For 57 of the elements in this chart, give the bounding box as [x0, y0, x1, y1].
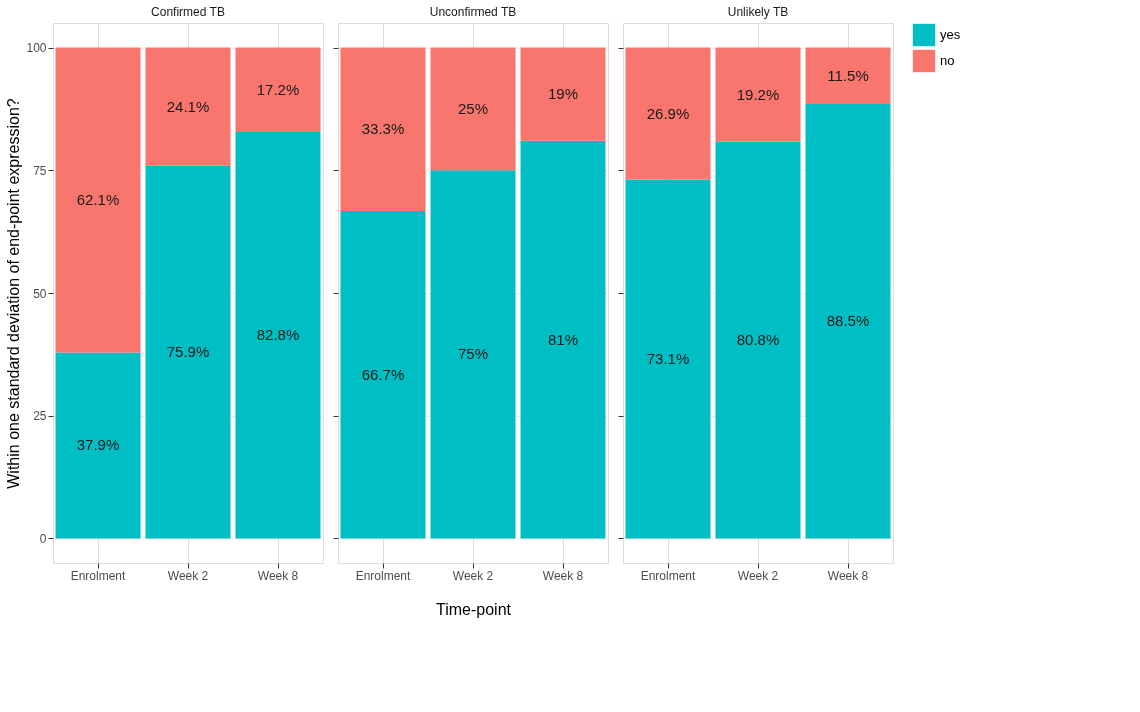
bar — [55, 352, 141, 539]
bar — [625, 179, 711, 539]
data-label: 19.2% — [736, 85, 780, 103]
data-label: 81% — [547, 330, 579, 348]
data-label: 88.5% — [826, 312, 870, 330]
x-tick-label: Week 2 — [737, 568, 779, 583]
bar — [340, 47, 426, 212]
chart-title: Confirmed TB — [151, 5, 225, 19]
bar — [625, 47, 711, 180]
data-label: 82.8% — [256, 326, 300, 344]
bar — [805, 47, 891, 104]
bar — [430, 170, 516, 539]
x-tick-label: Enrolment — [355, 568, 412, 583]
bar — [430, 47, 516, 171]
data-label: 62.1% — [76, 190, 120, 208]
x-tick-label: Week 2 — [452, 568, 494, 583]
x-axis-title: Time-point — [436, 600, 512, 618]
bar — [340, 211, 426, 539]
y-tick-label: 100 — [26, 41, 47, 56]
data-label: 11.5% — [827, 66, 869, 84]
bar — [805, 104, 891, 539]
bar — [145, 165, 231, 539]
data-label: 19% — [547, 85, 579, 103]
data-label: 25% — [457, 99, 489, 117]
x-tick-label: Enrolment — [640, 568, 697, 583]
data-label: 24.1% — [166, 97, 210, 115]
data-label: 33.3% — [361, 120, 405, 138]
data-label: 17.2% — [256, 80, 300, 98]
y-tick-label: 75 — [33, 163, 47, 178]
bar — [55, 47, 141, 353]
x-tick-label: Week 2 — [167, 568, 209, 583]
bar — [235, 47, 321, 132]
y-tick-label: 50 — [33, 286, 47, 301]
data-label: 73.1% — [646, 350, 690, 368]
data-label: 75% — [457, 345, 489, 363]
legend-label: no — [940, 53, 955, 68]
y-tick-label: 25 — [33, 409, 47, 424]
data-label: 80.8% — [736, 331, 780, 349]
chart-title: Unlikely TB — [727, 5, 789, 19]
x-tick-label: Enrolment — [70, 568, 127, 583]
y-tick-label: 0 — [39, 531, 47, 546]
data-label: 66.7% — [361, 365, 405, 383]
bar — [715, 141, 801, 539]
data-label: 37.9% — [76, 436, 120, 454]
x-tick-label: Week 8 — [542, 568, 584, 583]
x-tick-label: Week 8 — [257, 568, 299, 583]
x-tick-label: Week 8 — [827, 568, 869, 583]
chart-title: Unconfirmed TB — [429, 5, 517, 19]
bar — [235, 131, 321, 539]
y-axis-title: Within one standard deviation of end-point expression? — [5, 98, 23, 489]
data-label: 75.9% — [166, 343, 210, 361]
bar — [145, 47, 231, 166]
legend-label: yes — [940, 27, 961, 42]
bar — [520, 140, 606, 539]
bar — [715, 47, 801, 142]
data-label: 26.9% — [646, 104, 690, 122]
bar — [520, 47, 606, 141]
